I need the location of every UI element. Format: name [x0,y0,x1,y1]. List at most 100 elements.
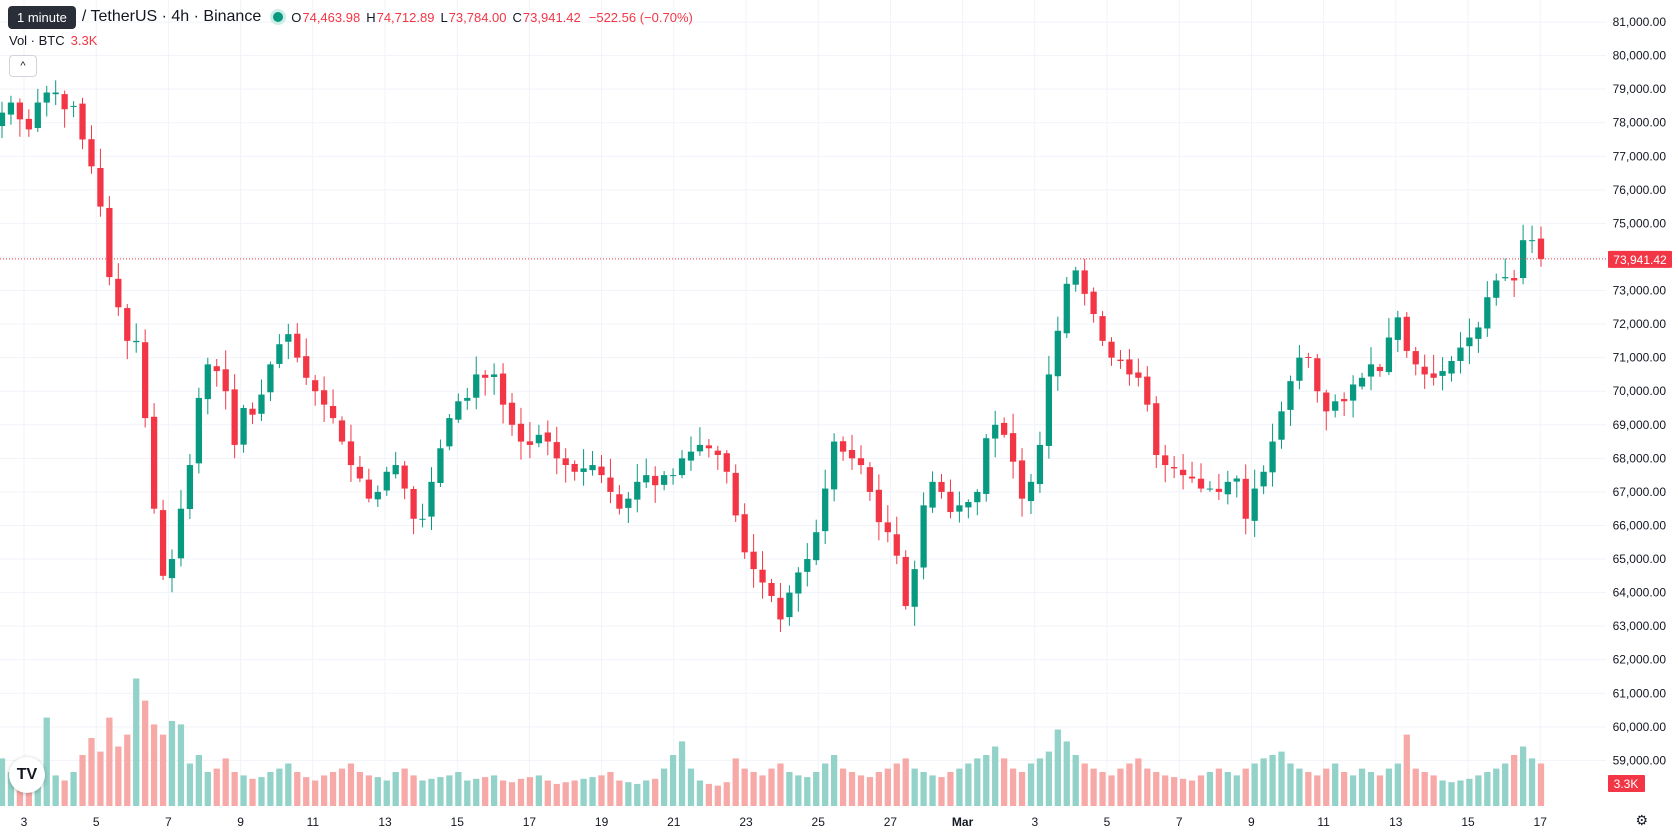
volume-bar [258,777,265,806]
time-tick-label: 5 [93,815,100,829]
candle-body [1305,356,1312,358]
chevron-up-icon: ^ [20,60,26,72]
candle-body [1099,316,1106,341]
volume-bar [1385,768,1393,806]
candle-body [186,465,194,510]
time-tick-label: 23 [739,815,753,829]
volume-bar [401,768,408,806]
candle-body [1090,291,1097,315]
candle-body [1511,278,1518,281]
candle-body [687,451,695,461]
price-tick-label: 60,000.00 [1613,720,1667,734]
candle-body [1349,384,1357,401]
candle-body [473,374,480,398]
candle-body [634,481,641,500]
volume-bar [1081,763,1088,806]
candle-body [106,207,113,278]
volume-bar [1215,768,1223,806]
volume-bar [669,755,677,806]
candle-body [240,408,247,445]
market-status-icon[interactable] [273,12,284,22]
time-tick-label: 27 [884,815,898,829]
volume-bar [831,755,838,806]
price-tick-label: 69,000.00 [1613,418,1667,432]
volume-bar [213,768,220,806]
candle-body [678,458,686,476]
time-tick-label: 15 [1461,815,1475,829]
volume-bar [249,778,256,806]
price-tick-label: 71,000.00 [1613,351,1667,365]
candle-body [338,420,346,442]
candle-body [1126,359,1133,375]
volume-bar [1475,775,1482,806]
volume-bar [1018,772,1026,806]
candle-body [535,434,542,444]
candle-body [813,532,820,561]
volume-bar [285,763,292,806]
volume-bar [571,780,578,806]
time-axis[interactable] [0,806,1606,835]
volume-bar [714,785,721,806]
time-tick-label: 7 [1176,815,1183,829]
volume-bar [750,772,757,806]
tradingview-logo[interactable]: TV [9,757,45,793]
volume-bar [356,772,364,806]
volume-bar [643,780,650,806]
volume-axis-label: 3.3K [1614,777,1639,791]
candle-body [1314,358,1321,392]
volume-bar [1367,772,1375,806]
time-tick-label: 19 [595,815,609,829]
volume-bar [741,768,748,806]
volume-bar [992,746,999,806]
volume-bar [983,755,990,806]
candle-body [741,514,748,553]
price-axis[interactable] [1606,0,1678,835]
volume-bar [1162,775,1169,806]
candle-body [1045,374,1053,446]
volume-bar [124,734,131,806]
volume-label: Vol · BTC [9,33,65,48]
time-tick-label: Mar [952,815,974,829]
last-price-label: 73,941.42 [1613,253,1667,267]
price-tick-label: 66,000.00 [1613,518,1667,532]
settings-gear-icon[interactable]: ⚙ [1635,812,1648,828]
time-tick-label: 17 [1534,815,1548,829]
candle-body [1466,337,1473,347]
volume-bar [1009,768,1017,806]
volume-bar [535,775,542,806]
candle-body [1233,478,1240,482]
volume-bar [1421,772,1428,806]
candle-body [70,105,77,107]
candle-body [804,559,811,572]
candle-body [1179,469,1187,476]
symbol-title[interactable]: / TetherUS · 4h · Binance [81,8,262,25]
candle-body [356,466,364,479]
volume-bar [902,758,909,806]
last-price-badge [1608,250,1672,268]
candle-body [1421,366,1428,375]
candle-body [195,397,202,464]
volume-bar [383,780,390,806]
volume-bar [652,778,659,806]
volume-bar [1466,778,1473,806]
volume-bar [813,772,820,806]
volume-bar [1197,775,1205,806]
volume-bar [1108,775,1115,806]
candle-body [374,491,381,500]
candle-body [786,592,793,618]
price-tick-label: 64,000.00 [1613,586,1667,600]
logo-text: TV [16,766,38,783]
collapse-legend-button[interactable]: ^ [9,55,37,77]
candle-body [723,453,730,472]
time-tick-label: 9 [1248,815,1255,829]
candle-body [1009,433,1017,462]
volume-bar [1171,777,1178,806]
candle-body [795,572,802,594]
volume-bar [625,782,632,806]
price-tick-label: 73,000.00 [1613,284,1667,298]
candle-body [1072,270,1079,285]
volume-bar [329,772,337,806]
candle-body [115,278,122,308]
candle-body [696,444,704,452]
